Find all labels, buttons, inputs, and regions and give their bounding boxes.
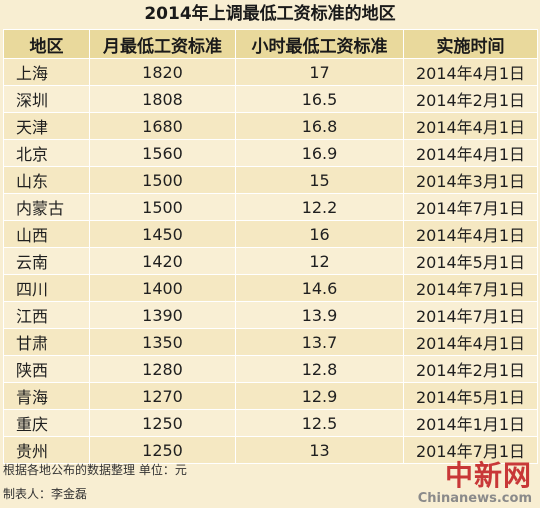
table-row: 天津 1680 16.8 2014年4月1日 — [3, 112, 538, 140]
cell-region: 山东 — [3, 166, 90, 194]
cell-region: 甘肃 — [3, 328, 90, 356]
table-maker: 制表人：李金磊 — [3, 487, 88, 501]
cell-region: 山西 — [3, 220, 90, 248]
wage-table: 地区 月最低工资标准 小时最低工资标准 实施时间 上海 1820 17 2014年4月… — [3, 29, 538, 464]
cell-hourly-wage: 16.9 — [235, 139, 404, 167]
table-row: 江西 1390 13.9 2014年7月1日 — [3, 301, 538, 329]
cell-monthly-wage: 1400 — [89, 274, 236, 302]
cell-effective-date: 2014年4月1日 — [403, 139, 538, 167]
cell-hourly-wage: 13.9 — [235, 301, 404, 329]
source-note: 根据各地公布的数据整理 单位：元 — [3, 463, 187, 477]
table-row: 云南 1420 12 2014年5月1日 — [3, 247, 538, 275]
cell-monthly-wage: 1560 — [89, 139, 236, 167]
cell-monthly-wage: 1280 — [89, 355, 236, 383]
cell-effective-date: 2014年4月1日 — [403, 58, 538, 86]
cell-hourly-wage: 12.2 — [235, 193, 404, 221]
table-row: 山西 1450 16 2014年4月1日 — [3, 220, 538, 248]
cell-monthly-wage: 1270 — [89, 382, 236, 410]
cell-monthly-wage: 1808 — [89, 85, 236, 113]
cell-effective-date: 2014年7月1日 — [403, 193, 538, 221]
table-row: 四川 1400 14.6 2014年7月1日 — [3, 274, 538, 302]
cell-monthly-wage: 1450 — [89, 220, 236, 248]
table-row: 贵州 1250 13 2014年7月1日 — [3, 436, 538, 464]
table-row: 内蒙古 1500 12.2 2014年7月1日 — [3, 193, 538, 221]
chinanews-url: Chinanews.com — [417, 491, 532, 506]
table-body: 上海 1820 17 2014年4月1日 深圳 1808 16.5 2014年2月1日 天津 16… — [3, 58, 538, 464]
cell-effective-date: 2014年2月1日 — [403, 355, 538, 383]
cell-effective-date: 2014年7月1日 — [403, 274, 538, 302]
cell-hourly-wage: 12.5 — [235, 409, 404, 437]
table-title: 2014年上调最低工资标准的地区 — [144, 4, 396, 24]
cell-monthly-wage: 1390 — [89, 301, 236, 329]
cell-region: 江西 — [3, 301, 90, 329]
cell-region: 陕西 — [3, 355, 90, 383]
cell-monthly-wage: 1500 — [89, 166, 236, 194]
cell-region: 北京 — [3, 139, 90, 167]
cell-hourly-wage: 13.7 — [235, 328, 404, 356]
cell-effective-date: 2014年7月1日 — [403, 301, 538, 329]
cell-monthly-wage: 1420 — [89, 247, 236, 275]
cell-effective-date: 2014年4月1日 — [403, 112, 538, 140]
cell-region: 贵州 — [3, 436, 90, 464]
cell-region: 深圳 — [3, 85, 90, 113]
cell-region: 云南 — [3, 247, 90, 275]
cell-region: 重庆 — [3, 409, 90, 437]
cell-effective-date: 2014年7月1日 — [403, 436, 538, 464]
cell-hourly-wage: 15 — [235, 166, 404, 194]
cell-effective-date: 2014年4月1日 — [403, 328, 538, 356]
cell-monthly-wage: 1820 — [89, 58, 236, 86]
cell-monthly-wage: 1680 — [89, 112, 236, 140]
cell-monthly-wage: 1350 — [89, 328, 236, 356]
cell-hourly-wage: 16.5 — [235, 85, 404, 113]
header-row: 地区 月最低工资标准 小时最低工资标准 实施时间 — [3, 29, 538, 59]
cell-hourly-wage: 12.9 — [235, 382, 404, 410]
cell-hourly-wage: 16 — [235, 220, 404, 248]
cell-hourly-wage: 17 — [235, 58, 404, 86]
table-row: 山东 1500 15 2014年3月1日 — [3, 166, 538, 194]
cell-region: 青海 — [3, 382, 90, 410]
chinanews-logo: 中新网 Chinanews.com — [394, 454, 532, 506]
table-row: 甘肃 1350 13.7 2014年4月1日 — [3, 328, 538, 356]
cell-hourly-wage: 12.8 — [235, 355, 404, 383]
cell-hourly-wage: 13 — [235, 436, 404, 464]
cell-monthly-wage: 1250 — [89, 436, 236, 464]
table-row: 北京 1560 16.9 2014年4月1日 — [3, 139, 538, 167]
table-row: 陕西 1280 12.8 2014年2月1日 — [3, 355, 538, 383]
table-row: 上海 1820 17 2014年4月1日 — [3, 58, 538, 86]
cell-effective-date: 2014年5月1日 — [403, 247, 538, 275]
cell-monthly-wage: 1500 — [89, 193, 236, 221]
cell-hourly-wage: 12 — [235, 247, 404, 275]
cell-effective-date: 2014年3月1日 — [403, 166, 538, 194]
table-row: 重庆 1250 12.5 2014年1月1日 — [3, 409, 538, 437]
cell-region: 内蒙古 — [3, 193, 90, 221]
cell-effective-date: 2014年1月1日 — [403, 409, 538, 437]
cell-hourly-wage: 16.8 — [235, 112, 404, 140]
column-header-monthly: 月最低工资标准 — [89, 29, 236, 59]
column-header-date: 实施时间 — [403, 29, 538, 59]
column-header-region: 地区 — [3, 29, 90, 59]
cell-hourly-wage: 14.6 — [235, 274, 404, 302]
table-row: 深圳 1808 16.5 2014年2月1日 — [3, 85, 538, 113]
cell-effective-date: 2014年5月1日 — [403, 382, 538, 410]
cell-effective-date: 2014年2月1日 — [403, 85, 538, 113]
cell-effective-date: 2014年4月1日 — [403, 220, 538, 248]
cell-region: 上海 — [3, 58, 90, 86]
cell-monthly-wage: 1250 — [89, 409, 236, 437]
column-header-hourly: 小时最低工资标准 — [235, 29, 404, 59]
cell-region: 天津 — [3, 112, 90, 140]
cell-region: 四川 — [3, 274, 90, 302]
chinanews-logo-text: 中新网 — [444, 459, 532, 492]
table-row: 青海 1270 12.9 2014年5月1日 — [3, 382, 538, 410]
